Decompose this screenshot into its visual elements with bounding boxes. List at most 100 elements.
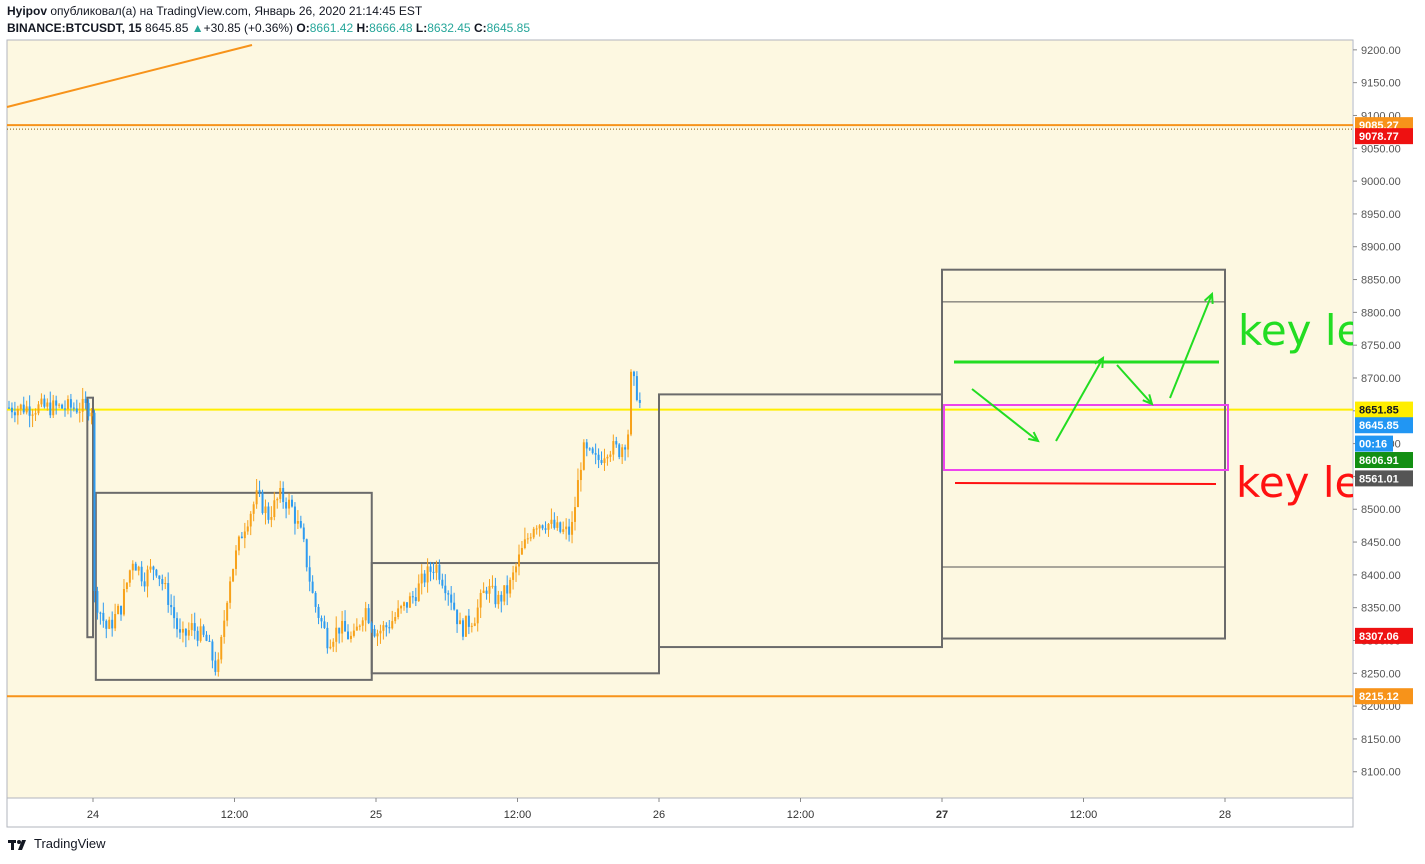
candle-body xyxy=(66,399,69,410)
plot-area xyxy=(7,40,1352,798)
price-label: 8561.01 xyxy=(1359,473,1399,485)
header-ohlc-line: BINANCE:BTCUSDT, 15 8645.85 ▲+30.85 (+0.… xyxy=(7,21,530,35)
arrow-head-icon xyxy=(1028,431,1040,443)
candle-body xyxy=(173,607,176,619)
candle-body xyxy=(214,660,217,672)
high-label: H: xyxy=(356,21,370,35)
candle-body xyxy=(494,585,497,605)
candle-body xyxy=(367,608,370,624)
candle-body xyxy=(320,617,323,622)
candle-body xyxy=(609,454,612,457)
candle-body xyxy=(638,400,641,403)
candle-body xyxy=(476,607,479,624)
candle-body xyxy=(16,409,19,416)
candle-body xyxy=(550,519,553,524)
candle-body xyxy=(311,581,314,593)
projection-arrow xyxy=(1116,364,1153,405)
candle-body xyxy=(400,606,403,609)
brand-label: TradingView xyxy=(34,836,106,851)
projection-arrow xyxy=(1055,357,1104,442)
candle-body xyxy=(405,602,408,608)
arrow-head-icon xyxy=(1142,394,1154,406)
candle-body xyxy=(391,621,394,629)
candle-body xyxy=(326,627,329,649)
candle-body xyxy=(305,539,308,568)
candle-body xyxy=(78,411,81,413)
close-label: C: xyxy=(473,21,487,35)
candle-body xyxy=(373,628,376,637)
candle-body xyxy=(479,592,482,608)
footer-brand[interactable]: TradingView xyxy=(8,836,106,851)
candle-body xyxy=(46,402,49,407)
candle-body xyxy=(114,614,117,629)
candle-body xyxy=(444,585,447,594)
y-tick-label: 8900.00 xyxy=(1361,242,1401,254)
candle-body xyxy=(93,412,96,592)
candle-body xyxy=(497,594,500,605)
candle-body xyxy=(282,488,285,503)
candle-body xyxy=(273,500,276,518)
candle-body xyxy=(429,566,432,572)
candle-body xyxy=(450,594,453,603)
candle-body xyxy=(512,572,515,580)
candle-body xyxy=(125,582,128,589)
price-label-box xyxy=(1355,128,1413,145)
candle-body xyxy=(459,620,462,625)
candle-body xyxy=(72,407,75,409)
candle-body xyxy=(632,371,635,377)
candle-body xyxy=(261,492,264,514)
x-tick-label: 24 xyxy=(87,809,99,821)
candle-body xyxy=(461,620,464,637)
candle-body xyxy=(571,521,574,535)
candle-body xyxy=(223,620,226,637)
candle-body xyxy=(249,513,252,527)
candle-body xyxy=(161,579,164,585)
candle-body xyxy=(509,579,512,594)
candle-body xyxy=(102,612,105,621)
candle-body xyxy=(205,634,208,641)
candle-body xyxy=(258,490,261,493)
candle-body xyxy=(152,566,155,570)
candle-body xyxy=(134,563,137,571)
candle-body xyxy=(164,583,167,585)
candle-body xyxy=(58,404,61,406)
candle-body xyxy=(220,636,223,660)
candle-body xyxy=(255,490,258,505)
price-label-box xyxy=(1355,417,1413,434)
y-tick-label: 8450.00 xyxy=(1361,537,1401,549)
high-value: 8666.48 xyxy=(369,21,413,35)
candle-body xyxy=(361,620,364,626)
candle-body xyxy=(34,413,37,415)
candle-body xyxy=(13,412,16,416)
candle-body xyxy=(170,604,173,608)
candle-body xyxy=(120,605,123,615)
x-tick-label: 12:00 xyxy=(787,809,815,821)
price-label-box xyxy=(1355,627,1413,644)
price-label-box xyxy=(1355,401,1413,418)
trendline xyxy=(6,44,253,108)
candle-body xyxy=(630,371,633,435)
x-tick-label: 25 xyxy=(370,809,382,821)
candle-body xyxy=(193,623,196,631)
candle-body xyxy=(196,630,199,641)
x-tick-label: 12:00 xyxy=(1070,809,1098,821)
symbol-label: BINANCE:BTCUSDT, 15 xyxy=(7,21,142,35)
candle-body xyxy=(184,628,187,636)
open-value: 8661.42 xyxy=(309,21,354,35)
candle-body xyxy=(526,538,529,540)
candle-body xyxy=(515,566,518,573)
candle-body xyxy=(411,596,414,598)
candle-body xyxy=(453,602,456,610)
candle-body xyxy=(90,412,93,417)
projection-arrow xyxy=(971,388,1039,442)
candle-body xyxy=(432,571,435,573)
up-arrow-icon: ▲ xyxy=(191,21,204,35)
candle-body xyxy=(417,583,420,601)
candle-body xyxy=(332,641,335,647)
candle-body xyxy=(279,488,282,499)
candle-body xyxy=(237,536,240,551)
candle-body xyxy=(190,623,193,631)
candle-body xyxy=(388,627,391,629)
y-tick-label: 8350.00 xyxy=(1361,603,1401,615)
